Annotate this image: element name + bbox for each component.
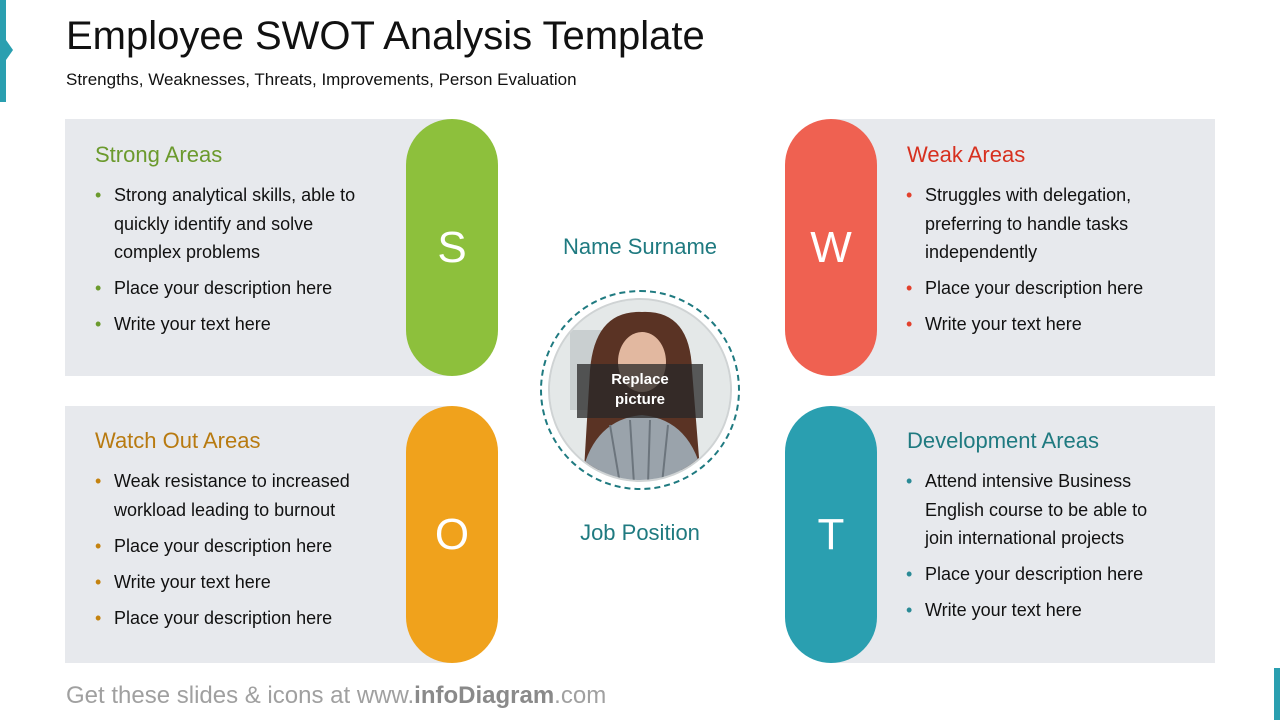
list-item: Place your description here [95, 274, 365, 303]
corner-accent [1274, 668, 1280, 720]
footer-prefix: Get these slides & icons at www. [66, 682, 415, 709]
photo-ring [540, 290, 740, 490]
accent-bar [0, 0, 13, 102]
weaknesses-list: Struggles with delegation, preferring to… [906, 181, 1176, 346]
strengths-list: Strong analytical skills, able to quickl… [95, 181, 365, 346]
replace-picture-label: Replace picture [577, 364, 703, 418]
list-item: Write your text here [906, 310, 1176, 339]
opportunities-list: Weak resistance to increased workload le… [95, 467, 365, 640]
list-item: Struggles with delegation, preferring to… [906, 181, 1176, 267]
threats-heading: Development Areas [907, 428, 1099, 453]
opportunities-pill: O [406, 406, 498, 663]
footer-suffix: .com [554, 682, 607, 709]
list-item: Write your text here [95, 310, 365, 339]
strengths-heading: Strong Areas [95, 142, 223, 167]
weaknesses-heading: Weak Areas [907, 142, 1026, 167]
replace-label-line1: Replace [611, 371, 669, 388]
page-subtitle: Strengths, Weaknesses, Threats, Improvem… [66, 70, 577, 89]
job-position: Job Position [580, 520, 700, 545]
opportunities-heading: Watch Out Areas [95, 428, 261, 453]
person-name: Name Surname [562, 234, 718, 259]
threats-pill: T [785, 406, 877, 663]
list-item: Place your description here [906, 560, 1176, 589]
replace-label-line2: picture [614, 391, 665, 408]
list-item: Weak resistance to increased workload le… [95, 467, 365, 524]
list-item: Write your text here [95, 568, 365, 597]
list-item: Attend intensive Business English course… [906, 467, 1176, 553]
list-item: Write your text here [906, 596, 1176, 625]
list-item: Place your description here [95, 532, 365, 561]
list-item: Strong analytical skills, able to quickl… [95, 181, 365, 267]
threats-list: Attend intensive Business English course… [906, 467, 1176, 632]
footer-brand: infoDiagram [414, 682, 555, 709]
list-item: Place your description here [906, 274, 1176, 303]
footer-text: Get these slides & icons at www.infoDiag… [66, 682, 606, 710]
list-item: Place your description here [95, 604, 365, 633]
strengths-pill: S [406, 119, 498, 376]
weaknesses-pill: W [785, 119, 877, 376]
page-title: Employee SWOT Analysis Template [66, 14, 705, 58]
